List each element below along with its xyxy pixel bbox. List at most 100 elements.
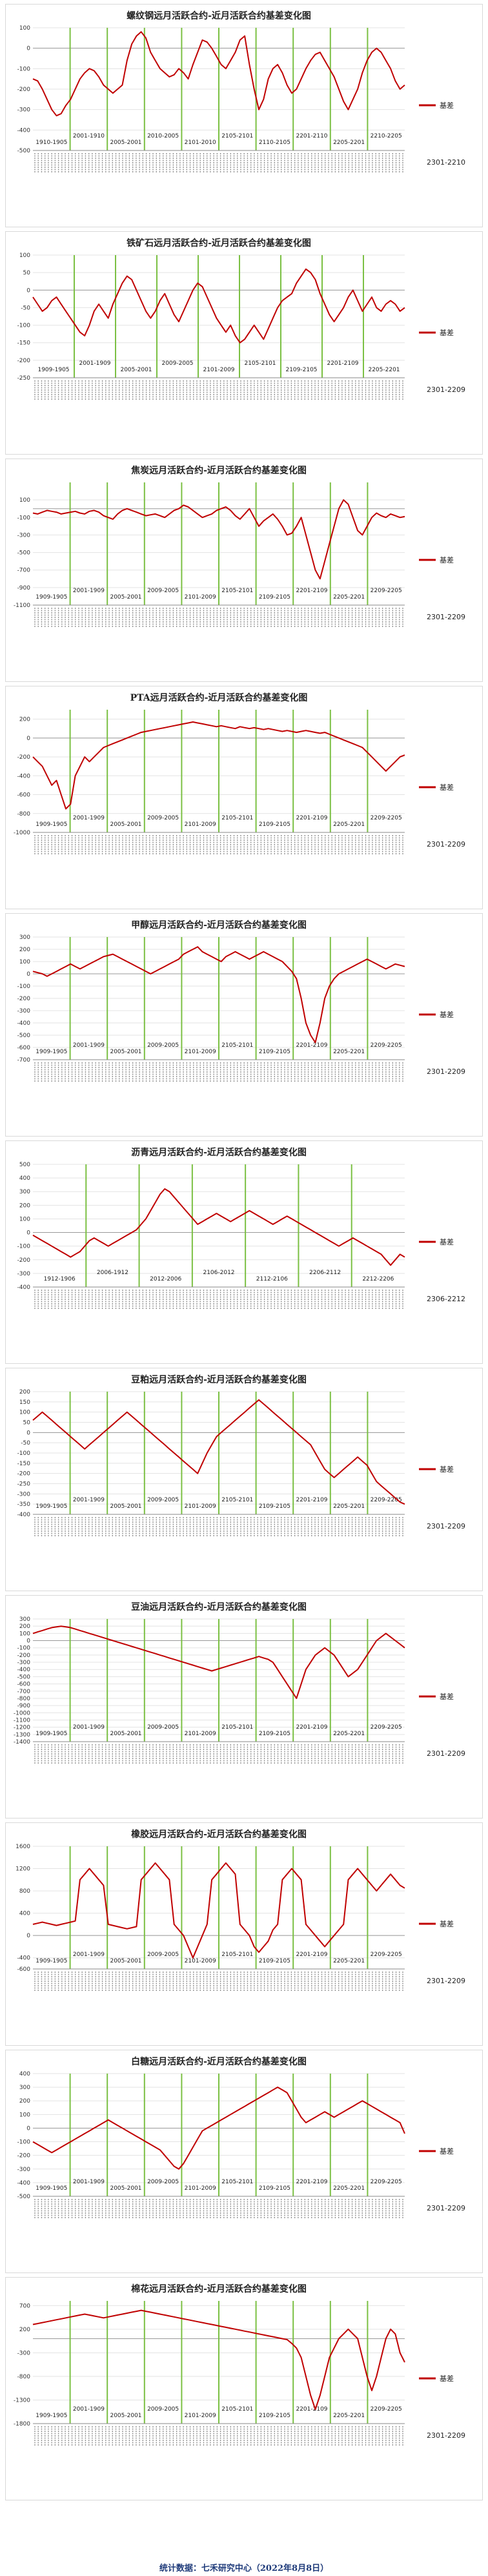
y-tick-label: -300 bbox=[17, 1660, 31, 1666]
y-tick-label: -150 bbox=[17, 340, 31, 347]
y-tick-label: 300 bbox=[19, 1189, 30, 1195]
y-tick-label: -700 bbox=[17, 568, 31, 574]
y-tick-label: -200 bbox=[17, 1653, 31, 1659]
current-period-label: 2301-2209 bbox=[427, 1749, 465, 1758]
y-tick-label: -200 bbox=[17, 358, 31, 364]
contract-period-label: 2005-2001 bbox=[110, 1958, 141, 1964]
current-period-label: 2301-2209 bbox=[427, 613, 465, 621]
y-tick-label: -300 bbox=[17, 532, 31, 539]
contract-period-label: 2201-2109 bbox=[296, 588, 327, 594]
y-tick-label: -400 bbox=[17, 1512, 31, 1518]
contract-period-label: 2105-2101 bbox=[221, 815, 253, 821]
y-tick-label: 200 bbox=[19, 717, 30, 723]
contract-period-label: 2105-2101 bbox=[221, 1724, 253, 1731]
rubber-chart-panel: 橡胶远月活跃合约-近月活跃合约基差变化图 1600 1200 800 400 0 -400 -… bbox=[5, 1822, 483, 2046]
contract-period-label: 2105-2101 bbox=[221, 588, 253, 594]
contract-period-label: 2005-2001 bbox=[110, 594, 141, 601]
y-tick-label: -150 bbox=[17, 1461, 31, 1467]
contract-period-label: 2205-2201 bbox=[333, 594, 365, 601]
contract-period-label: 2101-2009 bbox=[185, 1049, 216, 1055]
contract-period-label: 2101-2009 bbox=[185, 1503, 216, 1510]
contract-period-label: 2205-2201 bbox=[368, 367, 400, 373]
contract-period-label: 2009-2005 bbox=[147, 1497, 179, 1503]
contract-period-label: 2109-2105 bbox=[259, 1049, 290, 1055]
chart-title: 橡胶远月活跃合约-近月活跃合约基差变化图 bbox=[131, 1829, 307, 1840]
y-tick-label: -100 bbox=[17, 515, 31, 521]
legend-label: 基差 bbox=[440, 101, 454, 110]
contract-period-label: 2201-2109 bbox=[296, 2406, 327, 2413]
contract-period-label: 2001-1909 bbox=[73, 588, 105, 594]
contract-period-label: 2209-2205 bbox=[371, 1724, 402, 1731]
basis-series-line bbox=[32, 1188, 405, 1266]
contract-period-label: 2209-2205 bbox=[371, 1042, 402, 1049]
y-tick-label: -1100 bbox=[14, 1717, 30, 1724]
contract-period-label: 2201-2109 bbox=[296, 815, 327, 821]
footer-note: 统计数据：七禾研究中心（2022年8月8日） bbox=[159, 2564, 329, 2573]
rebar-chart-panel: 螺纹钢远月活跃合约-近月活跃合约基差变化图 100 0 -100 -200 -300 -40… bbox=[5, 4, 483, 227]
iron-ore-chart-panel: 铁矿石远月活跃合约-近月活跃合约基差变化图 100 50 0 -50 -100 -150 -2… bbox=[5, 231, 483, 455]
current-period-label: 2301-2210 bbox=[427, 158, 465, 167]
y-tick-label: 0 bbox=[26, 1430, 30, 1436]
soybean-oil-chart-svg: 豆油远月活跃合约-近月活跃合约基差变化图 3002001000-100-200-3… bbox=[14, 1602, 465, 1764]
y-tick-label: 200 bbox=[19, 2327, 30, 2333]
y-tick-label: 0 bbox=[26, 2125, 30, 2132]
contract-period-label: 2009-2005 bbox=[147, 2406, 179, 2413]
legend-label: 基差 bbox=[440, 555, 454, 564]
legend-label: 基差 bbox=[440, 1919, 454, 1928]
bitumen-chart-panel: 沥青远月活跃合约-近月活跃合约基差变化图 500 400 300 200 100 0 -100… bbox=[5, 1140, 483, 1364]
contract-period-label: 2001-1909 bbox=[73, 1724, 105, 1731]
contract-period-label: 2009-2005 bbox=[161, 360, 193, 367]
y-tick-label: -500 bbox=[17, 1674, 31, 1680]
rubber-chart-svg: 橡胶远月活跃合约-近月活跃合约基差变化图 1600 1200 800 400 0 -400 -… bbox=[15, 1829, 465, 1991]
current-period-label: 2301-2209 bbox=[427, 1067, 465, 1076]
legend-label: 基差 bbox=[440, 2374, 454, 2383]
contract-period-label: 2009-2005 bbox=[147, 1952, 179, 1958]
y-tick-label: -300 bbox=[17, 107, 31, 114]
contract-period-label: 2009-2005 bbox=[147, 815, 179, 821]
y-tick-label: 0 bbox=[26, 1933, 30, 1939]
current-period-label: 2301-2209 bbox=[427, 2431, 465, 2440]
y-tick-label: -300 bbox=[17, 1491, 31, 1498]
contract-period-label: 2001-1909 bbox=[73, 1497, 105, 1503]
contract-period-label: 2101-2009 bbox=[203, 367, 234, 373]
contract-period-label: 2109-2105 bbox=[285, 367, 317, 373]
y-tick-label: -200 bbox=[17, 754, 31, 761]
y-tick-label: 0 bbox=[26, 1638, 30, 1645]
y-tick-label: -600 bbox=[17, 1966, 31, 1973]
y-tick-label: -400 bbox=[17, 1284, 31, 1291]
basis-series-line bbox=[32, 1399, 405, 1505]
contract-period-label: 1909-1905 bbox=[36, 2185, 67, 2192]
current-period-label: 2301-2209 bbox=[427, 1977, 465, 1985]
y-tick-label: 100 bbox=[19, 2112, 30, 2118]
sugar-chart-panel: 白糖远月活跃合约-近月活跃合约基差变化图 400 300 200 100 0 -100 -20… bbox=[5, 2050, 483, 2273]
y-tick-label: -200 bbox=[17, 996, 31, 1002]
contract-period-label: 2009-2005 bbox=[147, 1724, 179, 1731]
contract-period-label: 1909-1905 bbox=[36, 1731, 67, 1737]
sugar-chart-svg: 白糖远月活跃合约-近月活跃合约基差变化图 400 300 200 100 0 -100 -20… bbox=[17, 2056, 465, 2218]
y-tick-label: -400 bbox=[17, 1955, 31, 1962]
y-tick-label: 100 bbox=[19, 25, 30, 32]
y-tick-label: 0 bbox=[26, 287, 30, 294]
y-tick-label: 0 bbox=[26, 1230, 30, 1237]
y-tick-label: -1400 bbox=[14, 1739, 30, 1746]
chart-title: 棉花远月活跃合约-近月活跃合约基差变化图 bbox=[131, 2283, 307, 2294]
y-tick-label: 100 bbox=[19, 252, 30, 259]
y-tick-label: -300 bbox=[17, 2350, 31, 2356]
y-tick-label: -800 bbox=[17, 1696, 31, 1702]
y-tick-label: -700 bbox=[17, 1689, 31, 1695]
contract-period-label: 2101-2009 bbox=[185, 821, 216, 828]
y-tick-label: 500 bbox=[19, 1162, 30, 1168]
contract-period-label: 2005-2001 bbox=[110, 139, 141, 146]
basis-series-line bbox=[32, 31, 405, 117]
y-tick-label: 0 bbox=[26, 46, 30, 52]
chart-title: 铁矿石远月活跃合约-近月活跃合约基差变化图 bbox=[127, 238, 311, 249]
y-tick-label: 100 bbox=[19, 497, 30, 504]
contract-period-label: 2209-2205 bbox=[371, 2406, 402, 2413]
contract-period-label: 2206-2112 bbox=[309, 1270, 341, 1276]
contract-period-label: 2012-2006 bbox=[150, 1276, 181, 1283]
cotton-chart-svg: 棉花远月活跃合约-近月活跃合约基差变化图 700 200 -300 -800 -1300 -… bbox=[14, 2283, 465, 2446]
y-tick-label: -400 bbox=[17, 2180, 31, 2187]
current-period-label: 2301-2209 bbox=[427, 2204, 465, 2212]
contract-period-label: 2005-2001 bbox=[110, 2413, 141, 2419]
contract-period-label: 2101-2009 bbox=[185, 2413, 216, 2419]
